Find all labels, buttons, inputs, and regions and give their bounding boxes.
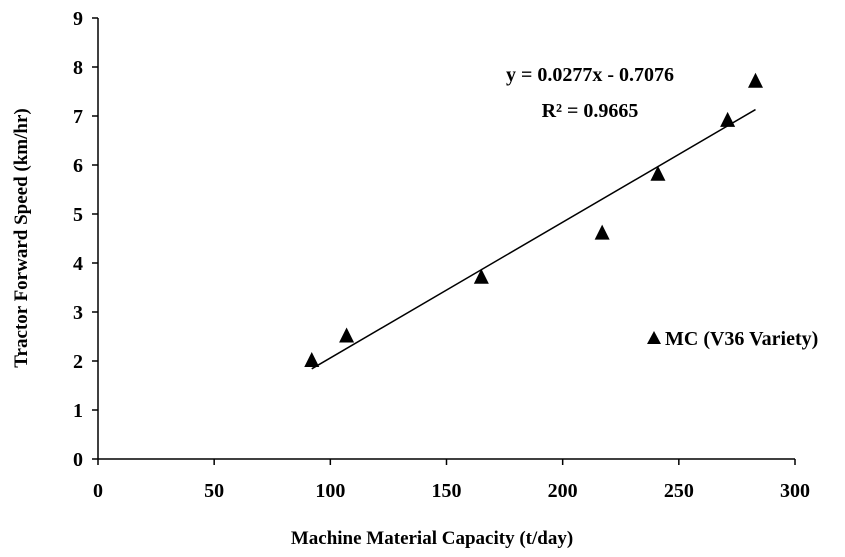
x-tick-label: 250 <box>664 480 694 502</box>
data-point-triangle <box>650 165 666 181</box>
x-tick-label: 0 <box>93 480 103 502</box>
y-tick-label: 0 <box>73 449 83 471</box>
trendline-equation: y = 0.0277x - 0.7076 <box>506 64 674 86</box>
y-tick-label: 1 <box>73 400 83 422</box>
data-point-triangle <box>594 224 610 240</box>
trendline-group <box>311 108 756 370</box>
data-point-triangle <box>304 352 320 367</box>
x-tick-label: 150 <box>432 480 462 502</box>
y-tick-label: 4 <box>73 253 83 275</box>
x-axis-title: Machine Material Capacity (t/day) <box>291 528 573 549</box>
legend-label: MC (V36 Variety) <box>665 328 818 350</box>
plot-area: 0 1 2 3 4 5 6 7 8 9 0 50 100 150 200 250 300 <box>73 8 810 502</box>
data-point-triangle <box>339 327 355 343</box>
legend-marker-triangle-icon <box>647 331 661 344</box>
y-tick-label: 9 <box>73 8 83 30</box>
y-tick-label: 2 <box>73 351 83 373</box>
x-tick-label: 100 <box>315 480 345 502</box>
x-tick-label: 50 <box>204 480 224 502</box>
y-tick-label: 3 <box>73 302 83 324</box>
y-tick-label: 6 <box>73 155 83 177</box>
data-points <box>304 72 764 367</box>
legend: MC (V36 Variety) <box>647 328 818 350</box>
x-tick-label: 300 <box>780 480 810 502</box>
trendline <box>311 108 756 370</box>
y-axis-ticks: 0 1 2 3 4 5 6 7 8 9 <box>73 8 98 471</box>
data-point-triangle <box>473 268 489 284</box>
y-axis-title: Tractor Forward Speed (km/hr) <box>11 108 32 367</box>
y-tick-label: 5 <box>73 204 83 226</box>
x-tick-label: 200 <box>548 480 578 502</box>
y-tick-label: 7 <box>73 106 83 128</box>
y-tick-label: 8 <box>73 57 83 79</box>
data-point-triangle <box>720 111 736 127</box>
x-axis-ticks: 0 50 100 150 200 250 300 <box>93 459 810 502</box>
trendline-r-squared: R² = 0.9665 <box>542 100 639 122</box>
data-point-triangle <box>748 72 764 88</box>
